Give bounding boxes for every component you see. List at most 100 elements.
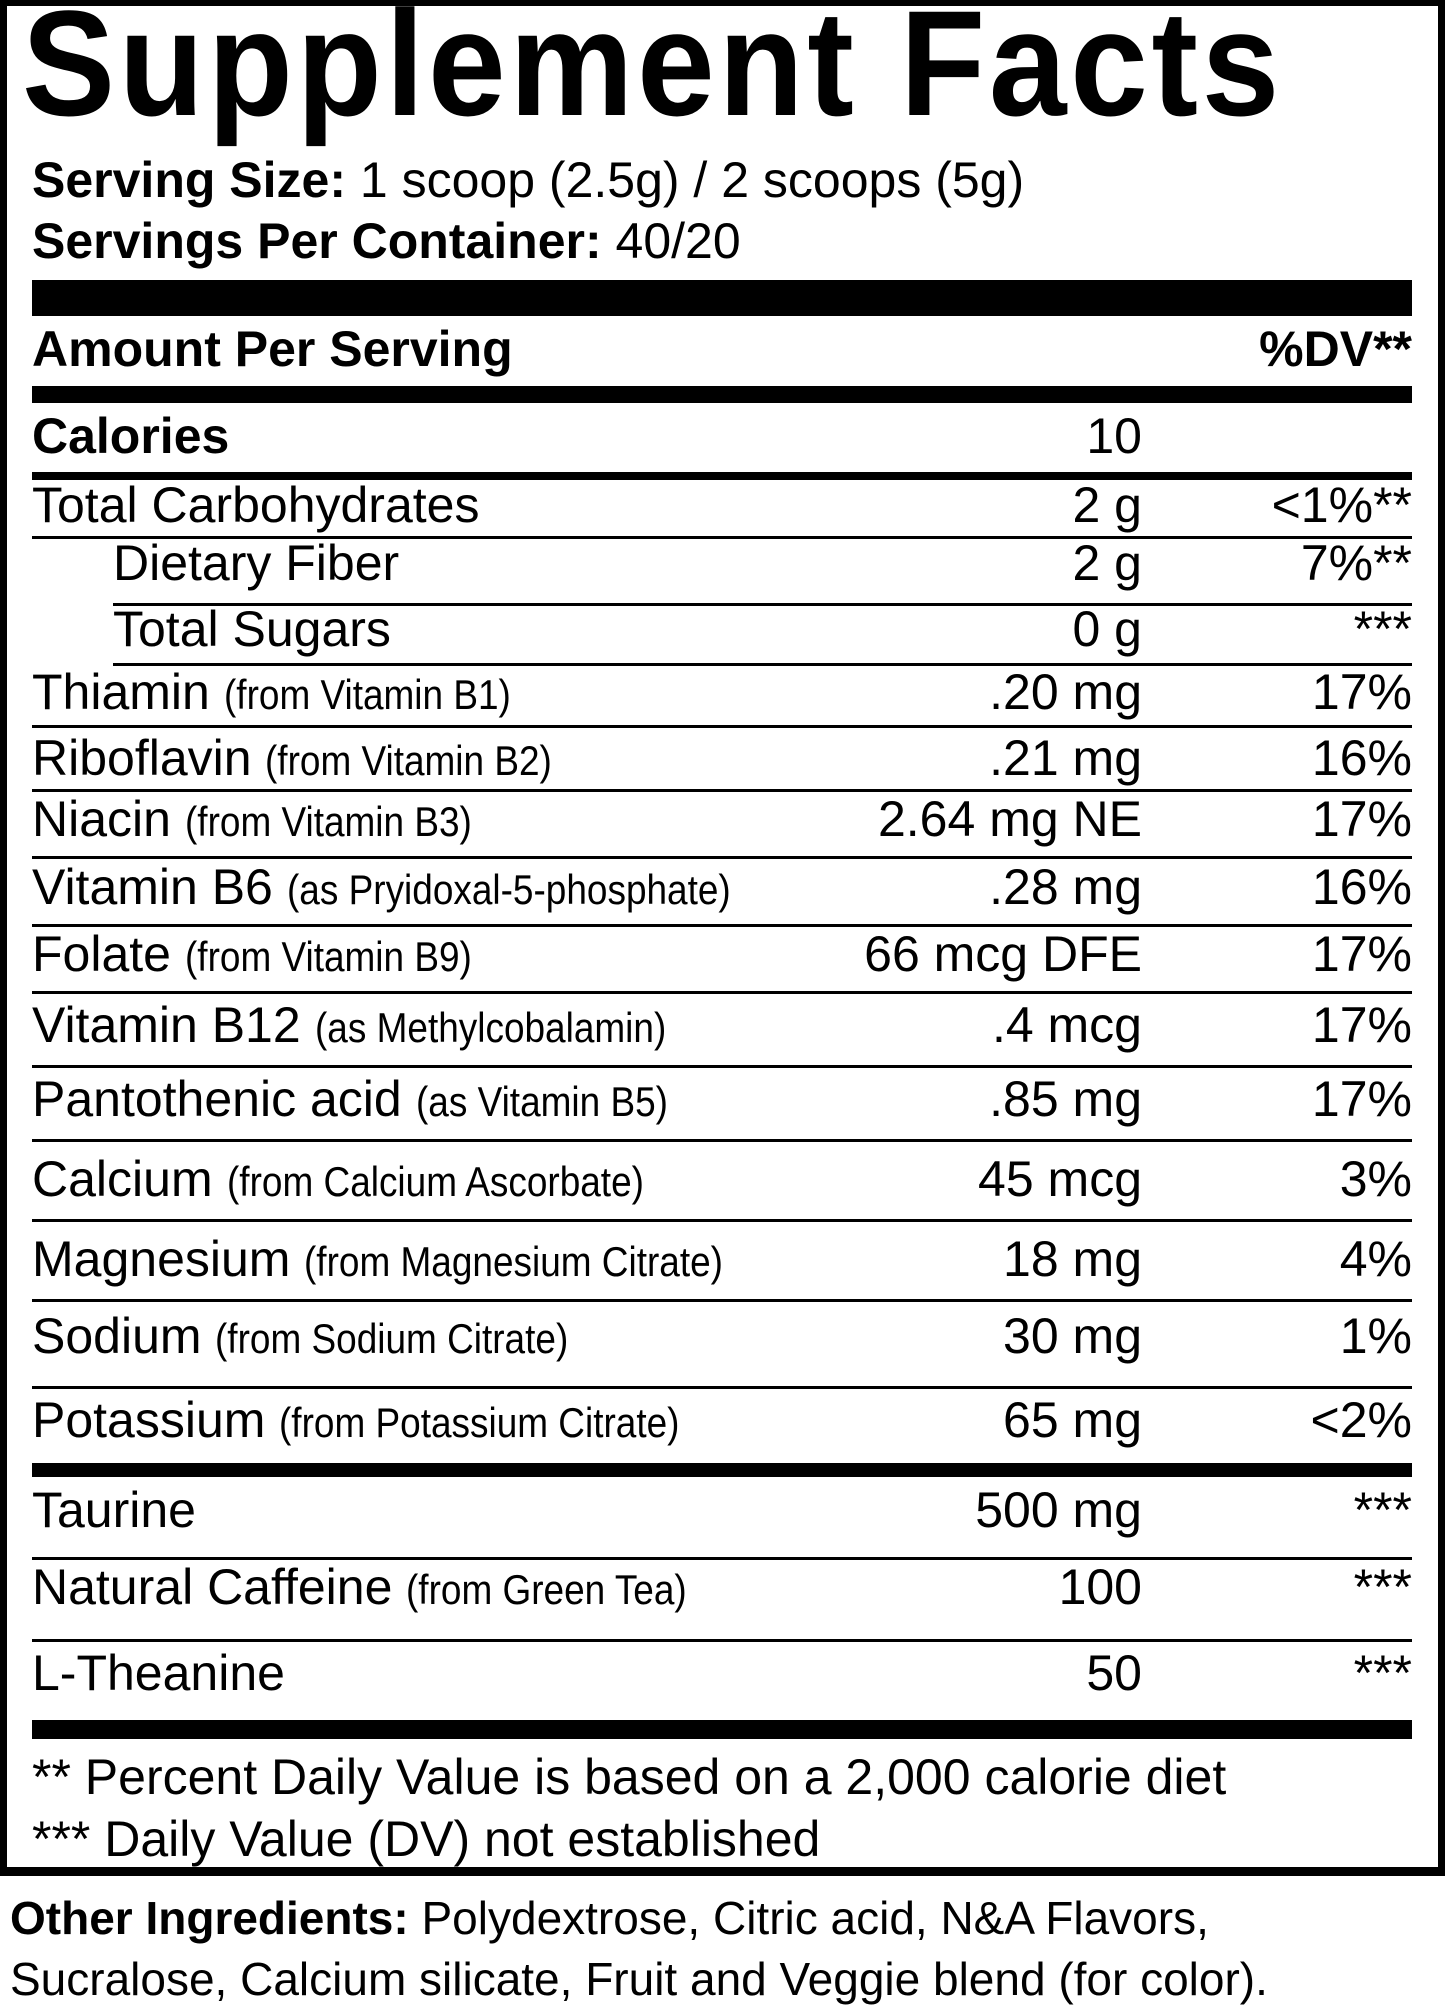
other-ingredients-text: Polydextrose, Citric acid, N&A Flavors, xyxy=(421,1892,1209,1944)
thick-divider xyxy=(32,1720,1412,1739)
nutrient-name: Sodium (from Sodium Citrate) xyxy=(32,1308,617,1367)
nutrient-amount: 500 mg xyxy=(975,1482,1142,1538)
nutrient-amount: 2 g xyxy=(1072,535,1142,591)
nutrient-amount: 45 mcg xyxy=(978,1151,1142,1207)
nutrient-name: Thiamin (from Vitamin B1) xyxy=(32,664,550,723)
nutrient-label: L-Theanine xyxy=(32,1645,285,1701)
nutrient-dv: 16% xyxy=(1311,730,1412,786)
nutrient-label: Calcium xyxy=(32,1151,213,1207)
nutrient-label: Niacin xyxy=(32,791,171,847)
nutrient-label: Natural Caffeine xyxy=(32,1559,393,1615)
nutrient-amount: .20 mg xyxy=(989,664,1142,720)
nutrient-amount: 100 xyxy=(1058,1559,1142,1615)
nutrient-label: Total Carbohydrates xyxy=(32,477,480,533)
other-ingredients-label: Other Ingredients: xyxy=(10,1892,409,1944)
dv-header: %DV** xyxy=(1259,321,1412,377)
row-divider xyxy=(32,924,1412,927)
thick-divider xyxy=(32,386,1412,403)
row-divider xyxy=(32,1557,1412,1560)
servings-per-container: Servings Per Container: 40/20 xyxy=(32,213,741,269)
nutrient-dv: 17% xyxy=(1311,791,1412,847)
nutrient-dv: <1%** xyxy=(1271,477,1412,533)
nutrient-amount: 66 mcg DFE xyxy=(864,926,1142,982)
serving-size: Serving Size: 1 scoop (2.5g) / 2 scoops … xyxy=(32,152,1024,208)
nutrient-name: Natural Caffeine (from Green Tea) xyxy=(32,1559,725,1618)
nutrient-name: Niacin (from Vitamin B3) xyxy=(32,791,511,850)
serving-size-label: Serving Size: xyxy=(32,152,346,208)
footnote-dv: ** Percent Daily Value is based on a 2,0… xyxy=(32,1749,1227,1805)
nutrient-amount: .4 mcg xyxy=(991,997,1142,1053)
row-divider xyxy=(32,1139,1412,1142)
nutrient-dv: *** xyxy=(1353,1645,1412,1701)
row-divider xyxy=(32,856,1412,859)
panel-bottom-border xyxy=(0,1867,1445,1876)
nutrient-amount: 50 xyxy=(1086,1645,1142,1701)
nutrient-dv: 17% xyxy=(1311,926,1412,982)
nutrient-dv: *** xyxy=(1353,1482,1412,1538)
calories-label: Calories xyxy=(32,408,230,464)
serving-size-value: 1 scoop (2.5g) / 2 scoops (5g) xyxy=(359,152,1025,208)
nutrient-name: Total Carbohydrates xyxy=(32,477,479,533)
nutrient-dv: 17% xyxy=(1311,1071,1412,1127)
nutrient-amount: .85 mg xyxy=(989,1071,1142,1127)
other-ingredients-line-2: Sucralose, Calcium silicate, Fruit and V… xyxy=(10,1953,1268,2005)
nutrient-name: Pantothenic acid (as Vitamin B5) xyxy=(32,1071,702,1130)
nutrient-label: Vitamin B12 xyxy=(32,997,301,1053)
nutrient-amount: 65 mg xyxy=(1003,1392,1142,1448)
nutrient-source: (from Green Tea) xyxy=(406,1566,688,1613)
nutrient-label: Potassium xyxy=(32,1392,266,1448)
row-divider xyxy=(113,603,1412,606)
amount-per-serving-header: Amount Per Serving xyxy=(32,321,513,377)
nutrient-label: Vitamin B6 xyxy=(32,859,273,915)
nutrient-label: Taurine xyxy=(32,1482,196,1538)
nutrient-source: (from Vitamin B1) xyxy=(223,671,511,718)
footnote-not-established: *** Daily Value (DV) not established xyxy=(32,1811,821,1867)
nutrient-dv: 4% xyxy=(1339,1231,1412,1287)
nutrient-source: (from Vitamin B3) xyxy=(184,798,472,845)
nutrient-amount: .21 mg xyxy=(989,730,1142,786)
nutrient-source: (as Vitamin B5) xyxy=(415,1078,668,1125)
row-divider xyxy=(32,789,1412,792)
row-divider xyxy=(32,536,1412,539)
row-divider xyxy=(32,1219,1412,1222)
nutrient-dv: *** xyxy=(1353,601,1412,657)
row-divider xyxy=(32,725,1412,728)
nutrient-name: Potassium (from Potassium Citrate) xyxy=(32,1392,734,1451)
nutrient-amount: 30 mg xyxy=(1003,1308,1142,1364)
nutrient-amount: 18 mg xyxy=(1003,1231,1142,1287)
nutrient-amount: 2 g xyxy=(1072,477,1142,533)
nutrient-label: Sodium xyxy=(32,1308,202,1364)
medium-divider xyxy=(32,472,1412,480)
nutrient-source: (from Vitamin B2) xyxy=(265,737,553,784)
row-divider xyxy=(32,1639,1412,1642)
servings-per-container-label: Servings Per Container: xyxy=(32,213,602,269)
row-divider xyxy=(113,663,1412,666)
nutrient-name: Vitamin B6 (as Pryidoxal-5-phosphate) xyxy=(32,859,791,918)
nutrient-label: Pantothenic acid xyxy=(32,1071,402,1127)
nutrient-source: (as Methylcobalamin) xyxy=(314,1004,666,1051)
nutrient-amount: 2.64 mg NE xyxy=(877,791,1142,847)
thick-divider xyxy=(32,1463,1412,1477)
row-divider xyxy=(32,1065,1412,1068)
nutrient-label: Folate xyxy=(32,926,171,982)
row-divider xyxy=(32,1299,1412,1302)
nutrient-amount: 0 g xyxy=(1072,601,1142,657)
calories-amount: 10 xyxy=(1086,408,1142,464)
nutrient-name: Magnesium (from Magnesium Citrate) xyxy=(32,1231,780,1290)
nutrient-source: (as Pryidoxal-5-phosphate) xyxy=(286,866,731,913)
nutrient-label: Total Sugars xyxy=(113,601,391,657)
nutrient-source: (from Potassium Citrate) xyxy=(279,1399,680,1446)
row-divider xyxy=(32,1386,1412,1389)
nutrient-label: Magnesium xyxy=(32,1231,291,1287)
nutrient-name: Taurine xyxy=(32,1482,196,1538)
nutrient-name: Total Sugars xyxy=(113,601,391,657)
nutrient-label: Dietary Fiber xyxy=(113,535,400,591)
servings-per-container-value: 40/20 xyxy=(615,213,741,269)
nutrient-name: Dietary Fiber xyxy=(113,535,399,591)
row-divider xyxy=(32,991,1412,994)
nutrient-name: Riboflavin (from Vitamin B2) xyxy=(32,730,591,789)
nutrient-name: Folate (from Vitamin B9) xyxy=(32,926,511,985)
nutrient-dv: 16% xyxy=(1311,859,1412,915)
nutrient-label: Thiamin xyxy=(32,664,210,720)
nutrient-dv: *** xyxy=(1353,1559,1412,1615)
